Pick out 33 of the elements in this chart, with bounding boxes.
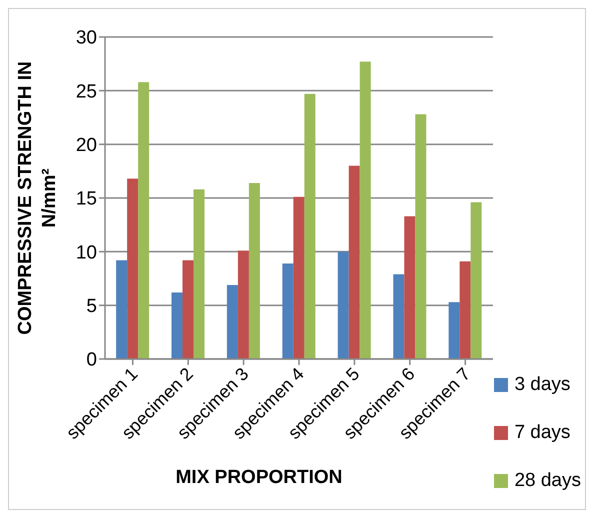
bar bbox=[238, 250, 249, 359]
y-tick-label: 0 bbox=[86, 350, 97, 371]
bar bbox=[248, 182, 260, 359]
y-tick-label: 5 bbox=[86, 296, 97, 318]
bar bbox=[138, 82, 150, 359]
bar bbox=[470, 202, 482, 359]
bar bbox=[127, 178, 138, 359]
bar bbox=[448, 302, 460, 359]
bar bbox=[460, 261, 471, 359]
y-tick-label: 10 bbox=[76, 242, 97, 264]
bar bbox=[415, 114, 426, 359]
bar bbox=[226, 284, 238, 359]
bar bbox=[360, 62, 371, 359]
bar bbox=[282, 263, 294, 359]
y-axis-title: COMPRESSIVE STRENGTH IN N/mm² bbox=[15, 61, 60, 335]
bar bbox=[182, 260, 194, 359]
bar bbox=[116, 260, 128, 359]
bar bbox=[304, 94, 316, 359]
bar bbox=[194, 189, 205, 359]
x-axis-title: MIX PROPORTION bbox=[176, 467, 342, 488]
y-tick-label: 30 bbox=[76, 28, 97, 49]
bar bbox=[393, 274, 404, 359]
y-tick-label: 15 bbox=[76, 188, 97, 210]
bar bbox=[404, 216, 416, 359]
legend-label: 7 days bbox=[514, 422, 570, 444]
y-tick-label: 20 bbox=[76, 135, 97, 156]
bar bbox=[338, 252, 349, 359]
legend-label: 28 days bbox=[514, 470, 581, 492]
legend-label: 3 days bbox=[514, 374, 570, 396]
y-tick-label: 25 bbox=[76, 81, 97, 102]
bar bbox=[293, 196, 304, 359]
bar bbox=[172, 292, 183, 359]
bar bbox=[348, 166, 360, 359]
